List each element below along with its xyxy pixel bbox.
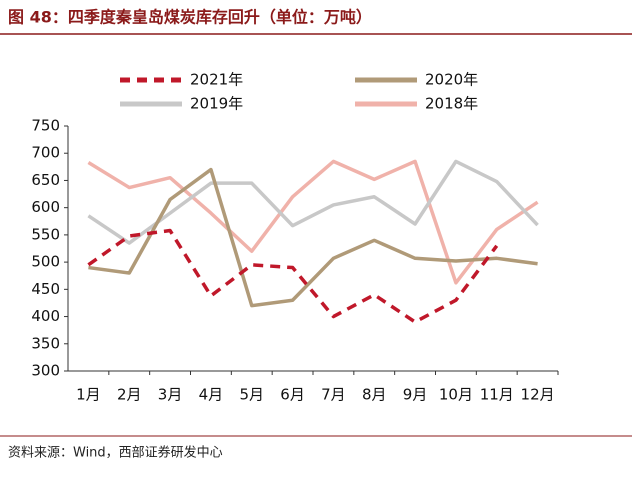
- series-line: [88, 167, 538, 308]
- x-tick-label: 12月: [521, 386, 555, 404]
- series-line: [87, 159, 539, 285]
- legend-label: 2018年: [425, 95, 478, 113]
- y-tick-label: 400: [31, 307, 60, 325]
- y-tick-label: 600: [31, 198, 60, 216]
- x-tick-label: 1月: [76, 386, 101, 404]
- legend-label: 2021年: [190, 71, 243, 89]
- x-tick-label: 2月: [117, 386, 142, 404]
- y-tick-label: 450: [31, 280, 60, 298]
- x-tick-label: 10月: [439, 386, 473, 404]
- x-tick-label: 8月: [362, 386, 387, 404]
- series-line: [87, 159, 539, 245]
- y-tick-label: 300: [31, 362, 60, 380]
- legend-label: 2020年: [425, 71, 478, 89]
- x-tick-label: 7月: [321, 386, 346, 404]
- series-line: [87, 228, 499, 324]
- x-tick-label: 5月: [239, 386, 264, 404]
- x-tick-label: 6月: [280, 386, 305, 404]
- chart-title: 图 48：四季度秦皇岛煤炭库存回升（单位：万吨）: [8, 8, 372, 27]
- y-tick-label: 650: [31, 171, 60, 189]
- y-tick-label: 700: [31, 144, 60, 162]
- y-tick-label: 550: [31, 225, 60, 243]
- y-tick-label: 750: [31, 117, 60, 135]
- y-tick-label: 500: [31, 253, 60, 271]
- x-tick-label: 9月: [403, 386, 428, 404]
- x-tick-label: 11月: [480, 386, 514, 404]
- y-tick-label: 350: [31, 334, 60, 352]
- x-tick-label: 4月: [199, 386, 224, 404]
- x-tick-label: 3月: [158, 386, 183, 404]
- legend-label: 2019年: [190, 95, 243, 113]
- source: 资料来源：Wind，西部证券研发中心: [8, 445, 223, 461]
